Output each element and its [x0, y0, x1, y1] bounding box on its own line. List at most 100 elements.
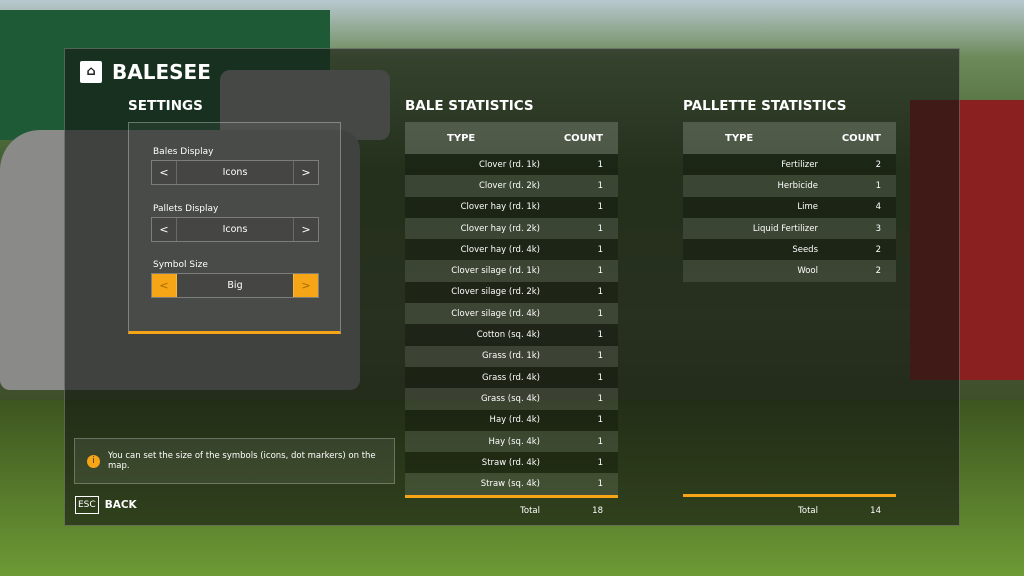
chevron-left-icon[interactable]: <: [152, 274, 177, 297]
chevron-right-icon[interactable]: >: [293, 218, 318, 241]
row-count: 2: [875, 266, 881, 277]
total-value: 14: [870, 506, 881, 516]
info-icon: i: [87, 454, 100, 468]
row-type: Clover silage (rd. 4k): [451, 308, 540, 319]
table-row: Clover hay (rd. 2k) 1: [405, 217, 618, 240]
table-header: TYPE COUNT: [405, 122, 618, 154]
row-count: 1: [597, 223, 603, 234]
col-type: TYPE: [725, 132, 754, 144]
chevron-left-icon[interactable]: <: [152, 218, 177, 241]
total-label: Total: [520, 506, 540, 516]
pallets-display-selector[interactable]: < Icons >: [151, 217, 319, 242]
col-count: COUNT: [841, 132, 881, 144]
row-type: Straw (sq. 4k): [480, 479, 540, 490]
table-row: Grass (rd. 1k) 1: [405, 345, 618, 367]
row-count: 1: [597, 415, 603, 426]
pallets-display-value: Icons: [222, 224, 248, 235]
row-type: Clover (rd. 2k): [478, 180, 540, 191]
symbol-size-value: Big: [227, 280, 243, 291]
row-count: 1: [597, 372, 603, 383]
table-row: Grass (sq. 4k) 1: [405, 388, 618, 410]
row-type: Herbicide: [777, 180, 818, 191]
table-row: Liquid Fertilizer 3: [683, 217, 896, 240]
row-count: 1: [875, 180, 881, 191]
row-type: Grass (rd. 4k): [482, 372, 540, 383]
row-type: Clover hay (rd. 4k): [460, 244, 540, 255]
table-row: Clover (rd. 1k) 1: [405, 154, 618, 176]
chevron-right-icon[interactable]: >: [293, 274, 318, 297]
table-header: TYPE COUNT: [683, 122, 896, 154]
bale-statistics-table: TYPE COUNT Clover (rd. 1k) 1 Clover (rd. 2k…: [405, 122, 618, 498]
row-type: Hay (sq. 4k): [488, 436, 540, 447]
row-type: Wool: [797, 266, 818, 277]
info-text: You can set the size of the symbols (ico…: [108, 451, 376, 471]
row-count: 2: [875, 244, 881, 255]
row-count: 1: [597, 244, 603, 255]
row-count: 1: [597, 330, 603, 341]
bale-statistics-heading: BALE STATISTICS: [405, 98, 534, 114]
row-type: Grass (rd. 1k): [482, 351, 540, 362]
pallets-display-label: Pallets Display: [153, 204, 219, 214]
row-count: 1: [597, 351, 603, 362]
table-row: Hay (sq. 4k) 1: [405, 430, 618, 453]
pallette-statistics-table: TYPE COUNT Fertilizer 2 Herbicide 1 Lime 4 Liqu…: [683, 122, 896, 497]
row-type: Seeds: [792, 244, 818, 255]
pallette-total-row: Total 14: [683, 506, 896, 516]
symbol-size-label: Symbol Size: [153, 260, 208, 270]
row-type: Fertilizer: [781, 159, 818, 170]
table-row: Straw (sq. 4k) 1: [405, 473, 618, 495]
presentation-board-icon: ⌂: [80, 61, 102, 83]
table-row: Clover hay (rd. 4k) 1: [405, 239, 618, 261]
bales-display-selector[interactable]: < Icons >: [151, 160, 319, 185]
row-count: 1: [597, 479, 603, 490]
row-count: 1: [597, 266, 603, 277]
row-count: 1: [597, 436, 603, 447]
back-button[interactable]: ESC BACK: [75, 496, 137, 514]
row-count: 1: [597, 159, 603, 170]
row-count: 1: [597, 393, 603, 404]
bales-display-label: Bales Display: [153, 147, 214, 157]
row-type: Hay (rd. 4k): [489, 415, 540, 426]
row-type: Clover silage (rd. 2k): [451, 287, 540, 298]
table-row: Wool 2: [683, 260, 896, 282]
chevron-left-icon[interactable]: <: [152, 161, 177, 184]
table-row: Lime 4: [683, 196, 896, 218]
table-row: Clover silage (rd. 4k) 1: [405, 303, 618, 325]
row-type: Clover hay (rd. 1k): [460, 202, 540, 213]
row-count: 1: [597, 308, 603, 319]
title-text: BALESEE: [112, 60, 211, 84]
chevron-right-icon[interactable]: >: [293, 161, 318, 184]
table-row: Fertilizer 2: [683, 154, 896, 176]
row-type: Lime: [797, 202, 818, 213]
row-type: Clover (rd. 1k): [478, 159, 540, 170]
row-type: Liquid Fertilizer: [752, 223, 818, 234]
col-type: TYPE: [447, 132, 476, 144]
row-count: 1: [597, 457, 603, 468]
row-type: Cotton (sq. 4k): [476, 330, 540, 341]
row-type: Straw (rd. 4k): [481, 457, 540, 468]
row-type: Clover hay (rd. 2k): [460, 223, 540, 234]
back-label: BACK: [104, 499, 137, 511]
total-value: 18: [592, 506, 603, 516]
bales-display-value: Icons: [222, 167, 248, 178]
total-label: Total: [798, 506, 818, 516]
row-count: 3: [875, 223, 881, 234]
col-count: COUNT: [563, 132, 603, 144]
table-row: Herbicide 1: [683, 175, 896, 197]
table-row: Clover silage (rd. 2k) 1: [405, 281, 618, 304]
row-count: 1: [597, 180, 603, 191]
row-type: Clover silage (rd. 1k): [451, 266, 540, 277]
table-row: Clover hay (rd. 1k) 1: [405, 196, 618, 218]
symbol-size-selector[interactable]: < Big >: [151, 273, 319, 298]
table-row: Grass (rd. 4k) 1: [405, 366, 618, 389]
balesee-panel: [64, 48, 960, 526]
table-row: Hay (rd. 4k) 1: [405, 409, 618, 431]
table-row: Clover (rd. 2k) 1: [405, 175, 618, 197]
table-row: Straw (rd. 4k) 1: [405, 452, 618, 474]
settings-heading: SETTINGS: [128, 98, 203, 114]
table-row: Clover silage (rd. 1k) 1: [405, 260, 618, 282]
row-count: 1: [597, 287, 603, 298]
row-count: 1: [597, 202, 603, 213]
page-title: ⌂ BALESEE: [80, 60, 211, 84]
info-box: i You can set the size of the symbols (ic…: [74, 438, 395, 484]
